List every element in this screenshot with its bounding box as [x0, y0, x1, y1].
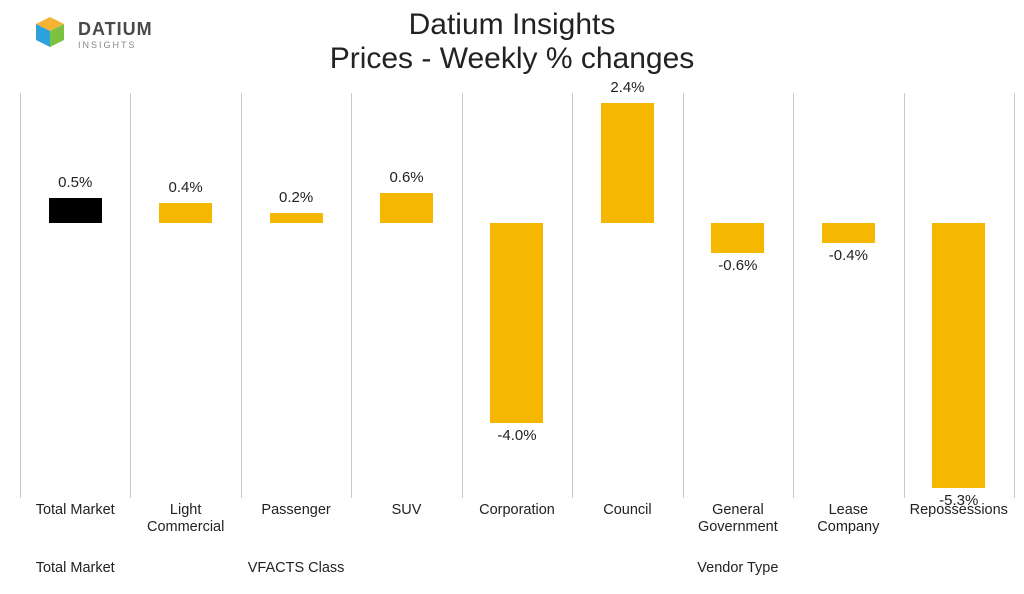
- gridline-vertical: [20, 93, 21, 498]
- x-axis-label: SUV: [351, 502, 461, 519]
- bar-value-label: 0.4%: [136, 179, 236, 196]
- chart-title-1: Datium Insights: [0, 8, 1024, 42]
- x-axis-labels: Total MarketLight CommercialPassengerSUV…: [20, 500, 1014, 550]
- bar-value-label: -0.4%: [798, 247, 898, 264]
- gridline-vertical: [462, 93, 463, 498]
- gridline-vertical: [683, 93, 684, 498]
- bar-value-label: 2.4%: [577, 79, 677, 96]
- x-axis-label: Passenger: [241, 502, 351, 519]
- gridline-vertical: [904, 93, 905, 498]
- group-label: Total Market: [20, 560, 130, 576]
- gridline-vertical: [351, 93, 352, 498]
- group-label: VFACTS Class: [130, 560, 461, 576]
- x-axis-label: Lease Company: [793, 502, 903, 537]
- bar: [601, 103, 654, 223]
- gridline-vertical: [572, 93, 573, 498]
- x-axis-group-labels: Total MarketVFACTS ClassVendor Type: [20, 560, 1014, 584]
- chart-title-block: Datium Insights Prices - Weekly % change…: [0, 8, 1024, 76]
- gridline-vertical: [793, 93, 794, 498]
- bar: [270, 213, 323, 223]
- bar: [490, 223, 543, 423]
- bar-value-label: -0.6%: [688, 257, 788, 274]
- bar: [49, 198, 102, 223]
- x-axis-label: Council: [572, 502, 682, 519]
- gridline-vertical: [130, 93, 131, 498]
- x-axis-label: Corporation: [462, 502, 572, 519]
- x-axis-label: General Government: [683, 502, 793, 537]
- bar-value-label: 0.5%: [25, 174, 125, 191]
- bar: [159, 203, 212, 223]
- x-axis-label: Repossessions: [904, 502, 1014, 519]
- chart-title-2: Prices - Weekly % changes: [0, 42, 1024, 76]
- bar: [932, 223, 985, 488]
- bar: [822, 223, 875, 243]
- bar-value-label: -4.0%: [467, 427, 567, 444]
- bar: [711, 223, 764, 253]
- gridline-vertical: [1014, 93, 1015, 498]
- gridline-vertical: [241, 93, 242, 498]
- bar-value-label: 0.2%: [246, 189, 346, 206]
- chart-panel: 0.5%0.4%0.2%0.6%-4.0%2.4%-0.6%-0.4%-5.3%: [20, 93, 1014, 498]
- bar-value-label: 0.6%: [357, 169, 457, 186]
- group-label: Vendor Type: [462, 560, 1014, 576]
- bar: [380, 193, 433, 223]
- x-axis-label: Light Commercial: [130, 502, 240, 537]
- x-axis-label: Total Market: [20, 502, 130, 519]
